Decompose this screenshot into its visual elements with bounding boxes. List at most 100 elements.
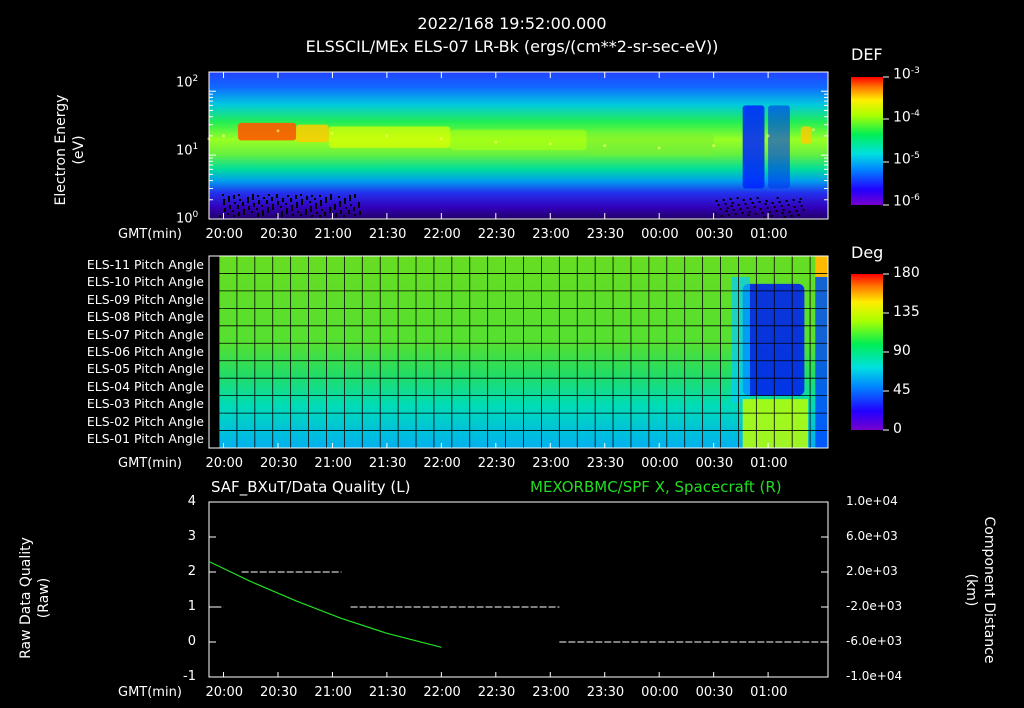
pitch-row-label-1: ELS-11 Pitch Angle: [86, 256, 204, 272]
noise-speckle: [257, 215, 259, 217]
noise-speckle: [787, 204, 790, 206]
peak-energy-point-12: [811, 128, 815, 132]
noise-speckle: [726, 207, 729, 209]
noise-speckle: [758, 201, 761, 203]
noise-speckle: [291, 207, 293, 209]
peak-energy-point-9: [657, 146, 661, 150]
noise-speckle: [262, 214, 264, 216]
noise-speckle: [229, 205, 231, 207]
noise-speckle: [348, 210, 350, 212]
noise-speckle: [802, 209, 805, 211]
p1-ytick-10: 101: [176, 142, 199, 159]
peak-energy-point-5: [439, 137, 443, 141]
pitch-row-label-8: ELS-04 Pitch Angle: [86, 378, 204, 394]
noise-speckle: [325, 197, 327, 199]
noise-speckle: [358, 204, 360, 206]
xtick-3-5: 22:30: [477, 685, 516, 700]
noise-speckle: [314, 198, 316, 200]
panel1-frame: [208, 71, 829, 220]
deg-cbar-tick-90: 90: [893, 343, 911, 359]
noise-speckle: [781, 212, 784, 214]
p1-ytick-1: 100: [176, 210, 199, 227]
xtick-1-7: 23:30: [586, 227, 625, 242]
noise-speckle: [792, 199, 795, 201]
noise-speckle: [243, 211, 245, 213]
noise-speckle: [310, 208, 312, 210]
noise-speckle: [324, 212, 326, 214]
noise-speckle: [286, 208, 288, 210]
deg-cbar-tick-180: 180: [893, 265, 920, 281]
noise-speckle: [233, 215, 235, 217]
noise-speckle: [309, 201, 311, 203]
noise-speckle: [329, 207, 331, 209]
noise-speckle: [238, 212, 240, 214]
noise-speckle: [285, 203, 287, 205]
noise-speckle: [297, 211, 299, 213]
noise-speckle: [257, 195, 259, 197]
noise-speckle: [252, 198, 254, 200]
noise-speckle: [725, 210, 728, 212]
noise-speckle: [349, 195, 351, 197]
noise-speckle: [773, 206, 776, 208]
noise-speckle: [344, 200, 346, 202]
panel1-title: ELSSCIL/MEx ELS-07 LR-Bk (ergs/(cm**2-sr…: [305, 37, 719, 56]
noise-speckle: [713, 216, 716, 218]
noise-speckle: [790, 215, 793, 217]
noise-speckle: [256, 208, 258, 210]
noise-speckle: [354, 194, 356, 196]
noise-speckle: [316, 212, 318, 214]
pitch-high-region: [742, 399, 809, 448]
noise-speckle: [747, 214, 750, 216]
noise-speckle: [242, 204, 244, 206]
xaxis-label-3: GMT(min): [118, 685, 182, 700]
noise-speckle: [234, 202, 236, 204]
noise-speckle: [227, 213, 229, 215]
pitch-row-label-11: ELS-01 Pitch Angle: [86, 431, 204, 447]
noise-speckle: [353, 209, 355, 211]
energy-feature-2: [328, 126, 451, 148]
noise-speckle: [315, 203, 317, 205]
noise-speckle: [301, 201, 303, 203]
xtick-1-2: 21:00: [314, 227, 352, 242]
noise-speckle: [237, 207, 239, 209]
pitch-angle-spectrogram: [208, 255, 889, 449]
noise-speckle: [282, 200, 284, 202]
panel3-right-ylabel-line1: Component Distance: [981, 516, 997, 664]
noise-speckle: [276, 194, 278, 196]
noise-speckle: [286, 212, 288, 214]
noise-speckle: [272, 204, 274, 206]
noise-speckle: [282, 198, 284, 200]
noise-speckle: [305, 211, 307, 213]
noise-speckle: [744, 203, 747, 205]
noise-speckle: [272, 208, 274, 210]
noise-speckle: [301, 199, 303, 201]
xtick-3-9: 00:30: [695, 685, 734, 700]
noise-speckle: [238, 214, 240, 216]
xtick-1-5: 22:30: [477, 227, 516, 242]
noise-speckle: [319, 215, 321, 217]
panel3-right-ylabel-line2: (km): [963, 573, 979, 607]
pitch-transition: [731, 276, 750, 403]
peak-energy-point-11: [766, 134, 770, 138]
noise-speckle: [223, 199, 225, 201]
noise-speckle: [715, 200, 718, 202]
noise-speckle: [238, 194, 240, 196]
noise-speckle: [727, 214, 730, 216]
noise-speckle: [228, 198, 230, 200]
peak-energy-point-1: [222, 134, 226, 138]
noise-speckle: [325, 201, 327, 203]
xaxis-label-1: GMT(min): [118, 227, 182, 242]
xtick-2-4: 22:00: [423, 456, 461, 471]
noise-speckle: [233, 197, 235, 199]
energy-spectrogram: [207, 71, 889, 220]
noise-speckle: [253, 203, 255, 205]
noise-speckle: [730, 205, 733, 207]
xtick-2-0: 20:00: [205, 456, 243, 471]
noise-speckle: [224, 208, 226, 210]
xtick-3-2: 21:00: [314, 685, 352, 700]
noise-speckle: [262, 210, 264, 212]
panel3-right-ylabel: Component Distance (km): [962, 510, 998, 670]
noise-speckle: [324, 214, 326, 216]
def-cbar-tick-2: 10-4: [893, 109, 920, 126]
noise-speckle: [228, 196, 230, 198]
